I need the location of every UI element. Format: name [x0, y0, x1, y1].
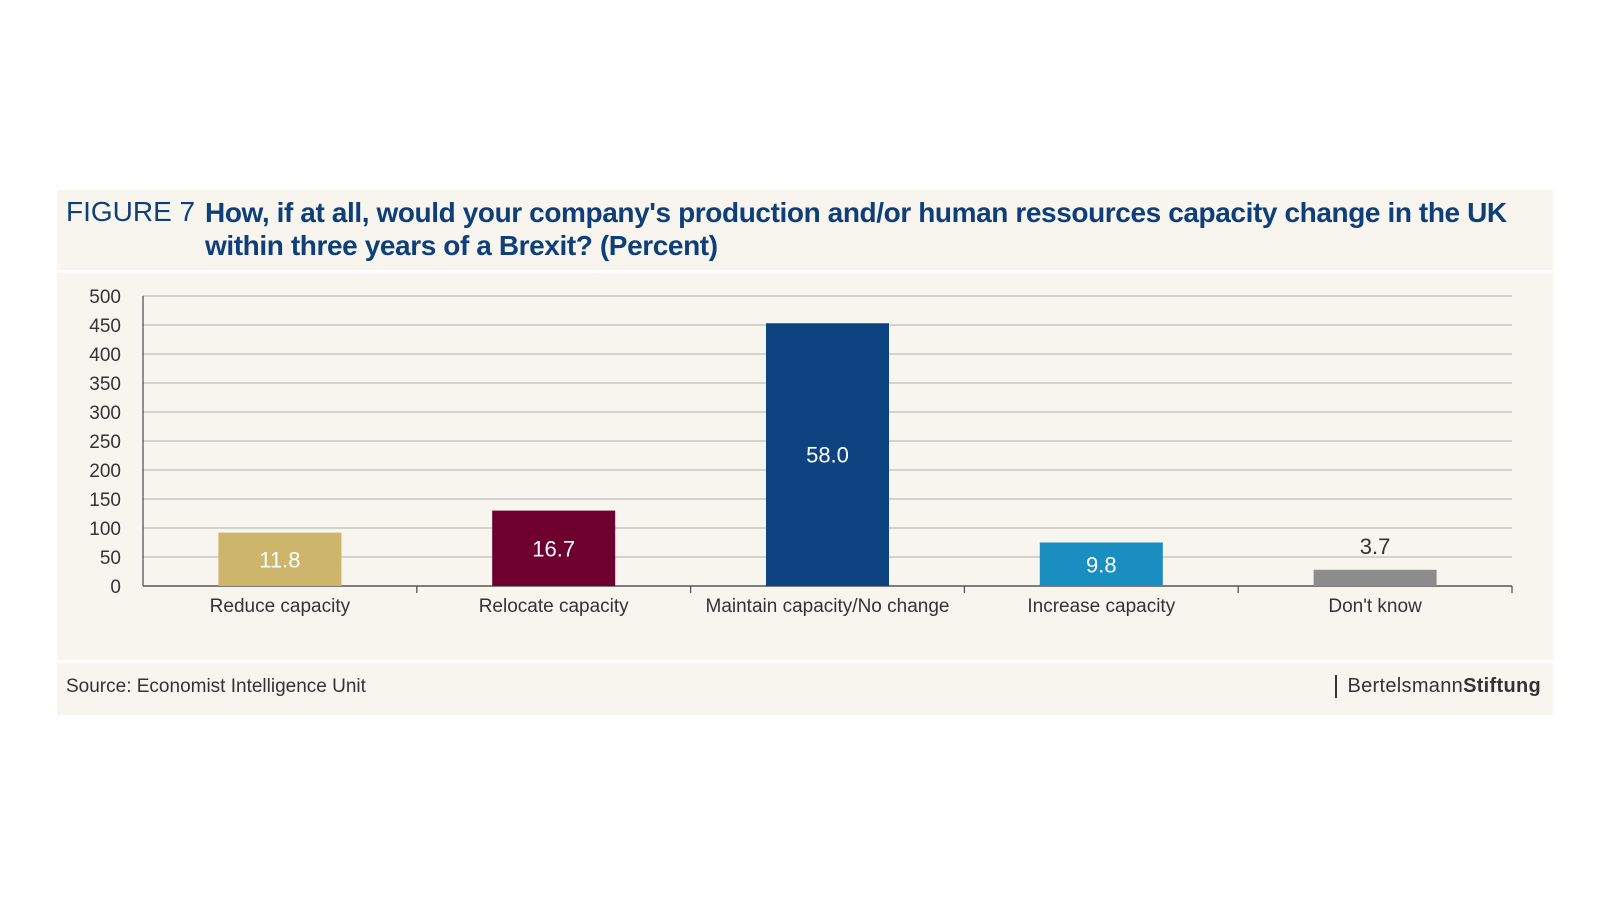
bar-chart: 0 50 100 150 200 250 300 350 400 450 500 11.8 Reduce… [89, 287, 1513, 617]
brand-part1: Bertelsmann [1347, 675, 1464, 697]
y-tick-label: 300 [89, 403, 121, 424]
data-label: 9.8 [1086, 552, 1117, 577]
x-tick-label: Maintain capacity/No change [706, 596, 950, 617]
y-tick-label: 0 [110, 577, 121, 598]
y-tick-label: 400 [89, 345, 121, 366]
x-tick-label: Relocate capacity [479, 596, 629, 617]
y-tick-label: 100 [89, 519, 121, 540]
bar [492, 510, 616, 586]
data-label: 3.7 [1360, 534, 1391, 559]
data-label: 16.7 [532, 536, 575, 561]
bar [1039, 542, 1163, 586]
brand-part2: Stiftung [1463, 675, 1541, 697]
bar [218, 532, 342, 586]
y-tick-label: 250 [89, 432, 121, 453]
data-label: 11.8 [259, 547, 300, 572]
y-tick-label: 150 [89, 490, 121, 511]
y-tick-label: 500 [89, 287, 121, 308]
y-tick-label: 450 [89, 316, 121, 337]
bar [1313, 569, 1437, 586]
x-tick-label: Don't know [1328, 596, 1422, 617]
source-note: Source: Economist Intelligence Unit [66, 676, 366, 697]
bar [766, 323, 889, 586]
data-label: 58.0 [806, 443, 849, 468]
x-tick-label: Reduce capacity [210, 596, 351, 617]
y-tick-label: 50 [100, 548, 121, 569]
figure-header: FIGURE 7 How, if at all, would your comp… [57, 190, 1553, 273]
figure-label: FIGURE 7 [66, 196, 196, 227]
y-tick-label: 350 [89, 374, 121, 395]
y-tick-label: 200 [89, 461, 121, 482]
brand-logo: BertelsmannStiftung [1335, 675, 1541, 698]
figure-footer: Source: Economist Intelligence Unit Bert… [57, 660, 1553, 715]
figure-title: How, if at all, would your company's pro… [205, 197, 1507, 261]
figure-panel: FIGURE 7 How, if at all, would your comp… [57, 190, 1553, 715]
x-tick-label: Increase capacity [1027, 596, 1175, 617]
chart-area: 0 50 100 150 200 250 300 350 400 450 500 11.8 Reduce… [57, 273, 1553, 658]
